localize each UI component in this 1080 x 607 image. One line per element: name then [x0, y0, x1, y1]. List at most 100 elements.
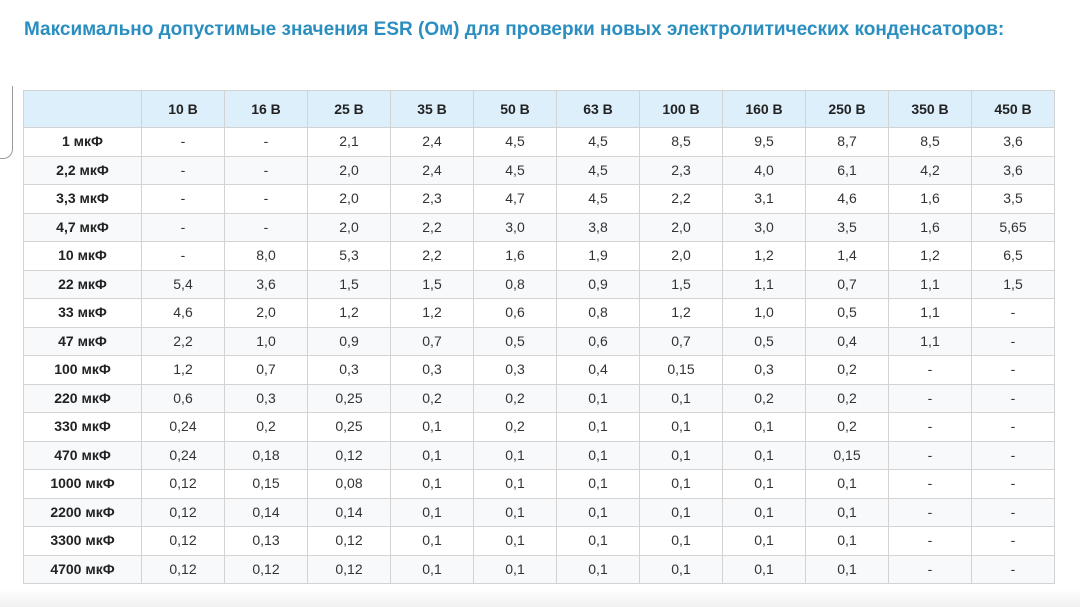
esr-value-cell: 0,9: [556, 269, 640, 299]
esr-value-cell: 1,2: [141, 355, 225, 385]
esr-value-cell: 8,5: [888, 127, 972, 157]
esr-value-cell: 4,6: [805, 184, 889, 214]
esr-value-cell: -: [888, 383, 972, 413]
column-header-25v: 25 В: [307, 90, 391, 128]
column-header-63v: 63 В: [556, 90, 640, 128]
esr-value-cell: 4,5: [473, 127, 557, 157]
esr-value-cell: 0,1: [805, 469, 889, 499]
frame-decoration: [0, 86, 13, 159]
esr-value-cell: 1,6: [888, 184, 972, 214]
esr-value-cell: 1,5: [390, 269, 474, 299]
esr-value-cell: 4,0: [722, 155, 806, 185]
table-row: 1000 мкФ 0,12 0,15 0,08 0,1 0,1 0,1 0,1 0,1 0,1- -: [23, 469, 1055, 499]
esr-value-cell: 2,2: [141, 326, 225, 356]
table-row: 100 мкФ 1,2 0,7 0,3 0,3 0,3 0,4 0,15 0,3 0,2- -: [23, 355, 1055, 385]
table-row: 3,3 мкФ - -2,0 2,3 4,7 4,5 2,2 3,1 4,6 1,6 3,5: [23, 184, 1055, 214]
esr-table: 10 В 16 В 25 В 35 В 50 В 63 В 100 В 160 …: [23, 90, 1055, 584]
esr-value-cell: 0,1: [390, 526, 474, 556]
esr-value-cell: -: [888, 497, 972, 527]
esr-value-cell: 0,1: [556, 412, 640, 442]
table-row: 330 мкФ 0,24 0,2 0,25 0,1 0,2 0,1 0,1 0,1 0,2- -: [23, 412, 1055, 442]
row-header-capacitance: 10 мкФ: [23, 241, 142, 271]
table-row: 3300 мкФ 0,12 0,13 0,12 0,1 0,1 0,1 0,1 0,1 0,1- -: [23, 526, 1055, 556]
esr-value-cell: 6,1: [805, 155, 889, 185]
esr-value-cell: 0,1: [556, 526, 640, 556]
esr-value-cell: 2,0: [224, 298, 308, 328]
row-header-capacitance: 2,2 мкФ: [23, 155, 142, 185]
esr-value-cell: 0,08: [307, 469, 391, 499]
esr-value-cell: 4,5: [473, 155, 557, 185]
esr-value-cell: 0,1: [473, 440, 557, 470]
row-header-capacitance: 100 мкФ: [23, 355, 142, 385]
esr-value-cell: -: [141, 127, 225, 157]
esr-value-cell: 3,6: [224, 269, 308, 299]
row-header-capacitance: 1000 мкФ: [23, 469, 142, 499]
esr-value-cell: 3,0: [473, 212, 557, 242]
esr-value-cell: 0,1: [639, 440, 723, 470]
esr-value-cell: 1,4: [805, 241, 889, 271]
esr-value-cell: 2,3: [639, 155, 723, 185]
row-header-capacitance: 220 мкФ: [23, 383, 142, 413]
esr-value-cell: 1,2: [888, 241, 972, 271]
esr-value-cell: 5,3: [307, 241, 391, 271]
esr-value-cell: 0,5: [473, 326, 557, 356]
esr-value-cell: 0,6: [556, 326, 640, 356]
row-header-capacitance: 4,7 мкФ: [23, 212, 142, 242]
esr-value-cell: 0,12: [141, 526, 225, 556]
table-row: 2200 мкФ 0,12 0,14 0,14 0,1 0,1 0,1 0,1 0,1 0,1- -: [23, 497, 1055, 527]
esr-value-cell: -: [141, 212, 225, 242]
esr-value-cell: 0,2: [224, 412, 308, 442]
esr-value-cell: 0,1: [390, 412, 474, 442]
esr-value-cell: 0,1: [805, 526, 889, 556]
esr-value-cell: 0,1: [556, 469, 640, 499]
esr-value-cell: 1,1: [888, 269, 972, 299]
esr-value-cell: 0,1: [390, 554, 474, 584]
table-row: 47 мкФ 2,2 1,0 0,9 0,7 0,5 0,6 0,7 0,5 0,4 1,1-: [23, 326, 1055, 356]
esr-value-cell: 0,3: [307, 355, 391, 385]
esr-value-cell: -: [971, 383, 1055, 413]
esr-value-cell: -: [224, 212, 308, 242]
esr-value-cell: 0,1: [639, 383, 723, 413]
esr-value-cell: -: [224, 155, 308, 185]
esr-value-cell: 1,1: [888, 298, 972, 328]
esr-value-cell: 2,0: [307, 184, 391, 214]
row-header-capacitance: 1 мкФ: [23, 127, 142, 157]
esr-value-cell: 1,2: [722, 241, 806, 271]
esr-value-cell: 8,0: [224, 241, 308, 271]
row-header-capacitance: 2200 мкФ: [23, 497, 142, 527]
esr-value-cell: 1,6: [888, 212, 972, 242]
esr-value-cell: 0,2: [390, 383, 474, 413]
esr-value-cell: 2,3: [390, 184, 474, 214]
column-header-350v: 350 В: [888, 90, 972, 128]
column-header-50v: 50 В: [473, 90, 557, 128]
esr-value-cell: -: [224, 127, 308, 157]
esr-value-cell: 9,5: [722, 127, 806, 157]
esr-value-cell: -: [888, 469, 972, 499]
esr-value-cell: 0,8: [473, 269, 557, 299]
esr-value-cell: 4,2: [888, 155, 972, 185]
table-row: 10 мкФ -8,0 5,3 2,2 1,6 1,9 2,0 1,2 1,4 1,2 6,5: [23, 241, 1055, 271]
esr-value-cell: 0,7: [390, 326, 474, 356]
column-header-450v: 450 В: [971, 90, 1055, 128]
esr-value-cell: 0,14: [307, 497, 391, 527]
esr-value-cell: 4,5: [556, 127, 640, 157]
esr-value-cell: 2,2: [390, 241, 474, 271]
table-body: 1 мкФ - -2,1 2,4 4,5 4,5 8,5 9,5 8,7 8,5 3,6 2,2 мк…: [23, 127, 1055, 584]
table-row: 2,2 мкФ - -2,0 2,4 4,5 4,5 2,3 4,0 6,1 4,2 3,6: [23, 155, 1055, 185]
esr-value-cell: 3,0: [722, 212, 806, 242]
esr-value-cell: 0,3: [722, 355, 806, 385]
esr-value-cell: 0,25: [307, 383, 391, 413]
esr-value-cell: 4,6: [141, 298, 225, 328]
esr-value-cell: 0,1: [722, 526, 806, 556]
esr-value-cell: 0,2: [805, 355, 889, 385]
esr-value-cell: -: [141, 241, 225, 271]
esr-value-cell: 0,12: [307, 554, 391, 584]
esr-value-cell: 0,1: [639, 469, 723, 499]
esr-value-cell: 0,5: [805, 298, 889, 328]
esr-value-cell: 0,2: [805, 383, 889, 413]
column-header-10v: 10 В: [141, 90, 225, 128]
esr-value-cell: 0,1: [556, 383, 640, 413]
esr-value-cell: 1,0: [224, 326, 308, 356]
table-header-row: 10 В 16 В 25 В 35 В 50 В 63 В 100 В 160 …: [23, 90, 1055, 128]
esr-value-cell: 0,9: [307, 326, 391, 356]
